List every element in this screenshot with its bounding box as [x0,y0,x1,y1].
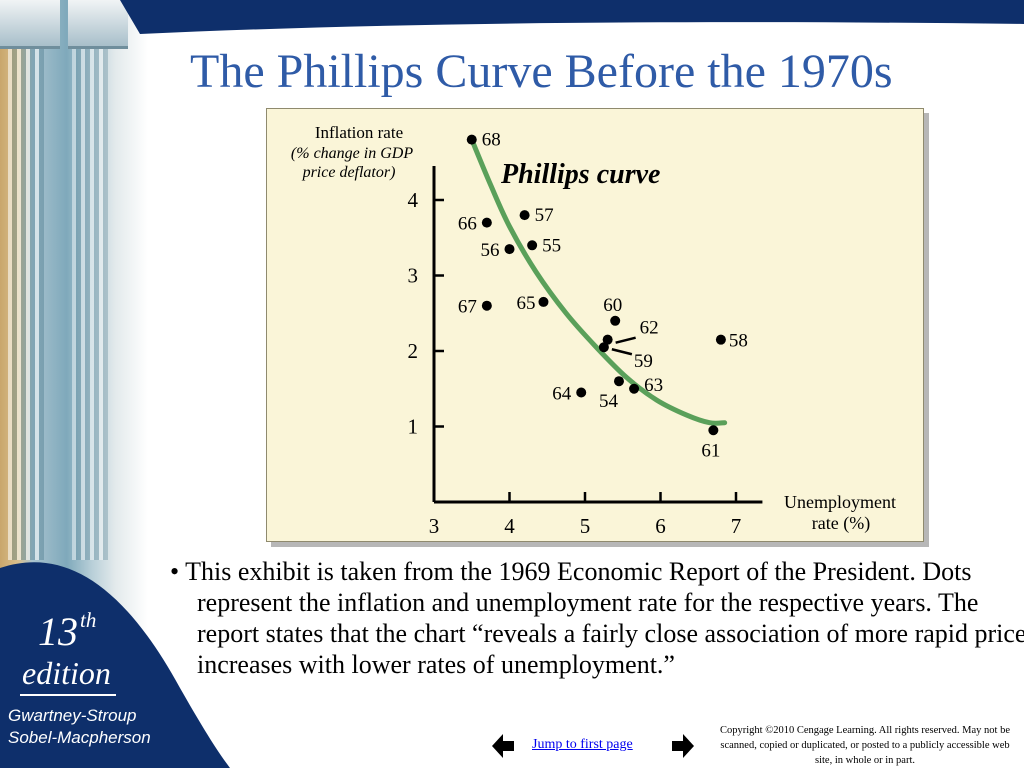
authors: Gwartney-Stroup Sobel-Macpherson [8,705,151,749]
y-tick-label: 4 [408,188,419,212]
data-point-54 [613,376,624,387]
x-axis-label-line-2: rate (%) [812,513,870,534]
data-point-55 [527,240,538,251]
slide-title: The Phillips Curve Before the 1970s [190,45,893,98]
data-label-59: 59 [634,351,653,372]
data-point-62 [602,334,613,345]
sidebar-wave [0,562,230,768]
data-point-56 [504,244,515,255]
data-point-68 [466,134,477,145]
data-label-64: 64 [552,384,572,405]
data-point-59 [598,342,609,353]
top-band [120,0,1024,34]
y-axis-label-line-1: Inflation rate [315,123,403,142]
data-label-58: 58 [729,331,748,352]
right-arrow-icon[interactable] [672,734,694,758]
y-tick-label: 2 [408,339,419,363]
slide-navigation: Jump to first page [492,734,698,758]
data-point-58 [715,334,726,345]
copyright-notice: Copyright ©2010 Cengage Learning. All ri… [720,725,1010,766]
y-tick-label: 1 [408,415,419,439]
data-label-54: 54 [599,391,619,412]
data-point-66 [481,217,492,228]
leader-line-62 [615,336,636,344]
curve-label: Phillips curve [500,159,660,190]
edition-number: 13th [38,608,97,654]
data-point-61 [708,425,719,436]
data-point-60 [610,315,621,326]
x-axis-label-line-1: Unemployment [784,492,896,512]
y-axis-label-line-2: (% change in GDP [291,145,413,162]
x-tick-label: 5 [580,514,591,538]
data-label-68: 68 [482,130,501,151]
x-tick-label: 4 [504,514,515,538]
jump-to-first-page-link[interactable]: Jump to first page [532,737,633,752]
data-label-65: 65 [516,293,535,314]
leader-line-59 [611,348,633,356]
data-label-60: 60 [603,295,622,316]
y-axis-label-line-3: price deflator) [302,164,396,181]
data-label-62: 62 [640,318,659,339]
x-tick-label: 6 [655,514,666,538]
authors-line-2: Sobel-Macpherson [8,728,151,747]
x-tick-label: 3 [429,514,440,538]
left-arrow-icon[interactable] [492,734,514,758]
data-label-67: 67 [458,297,477,318]
authors-line-1: Gwartney-Stroup [8,706,137,725]
data-label-63: 63 [644,375,663,396]
data-label-66: 66 [458,214,477,235]
data-point-65 [538,296,549,307]
data-label-57: 57 [535,205,554,226]
data-point-64 [576,387,587,398]
data-point-57 [519,210,530,221]
data-label-61: 61 [701,440,720,461]
phillips-curve-line [469,137,728,426]
data-label-55: 55 [542,235,561,256]
bullet-text: • This exhibit is taken from the 1969 Ec… [170,557,1024,679]
x-tick-label: 7 [731,514,742,538]
data-point-63 [629,383,640,394]
y-tick-label: 3 [408,264,419,288]
data-label-56: 56 [481,240,500,261]
edition-divider [20,694,116,696]
data-point-67 [481,300,492,311]
edition-word: edition [22,655,111,691]
